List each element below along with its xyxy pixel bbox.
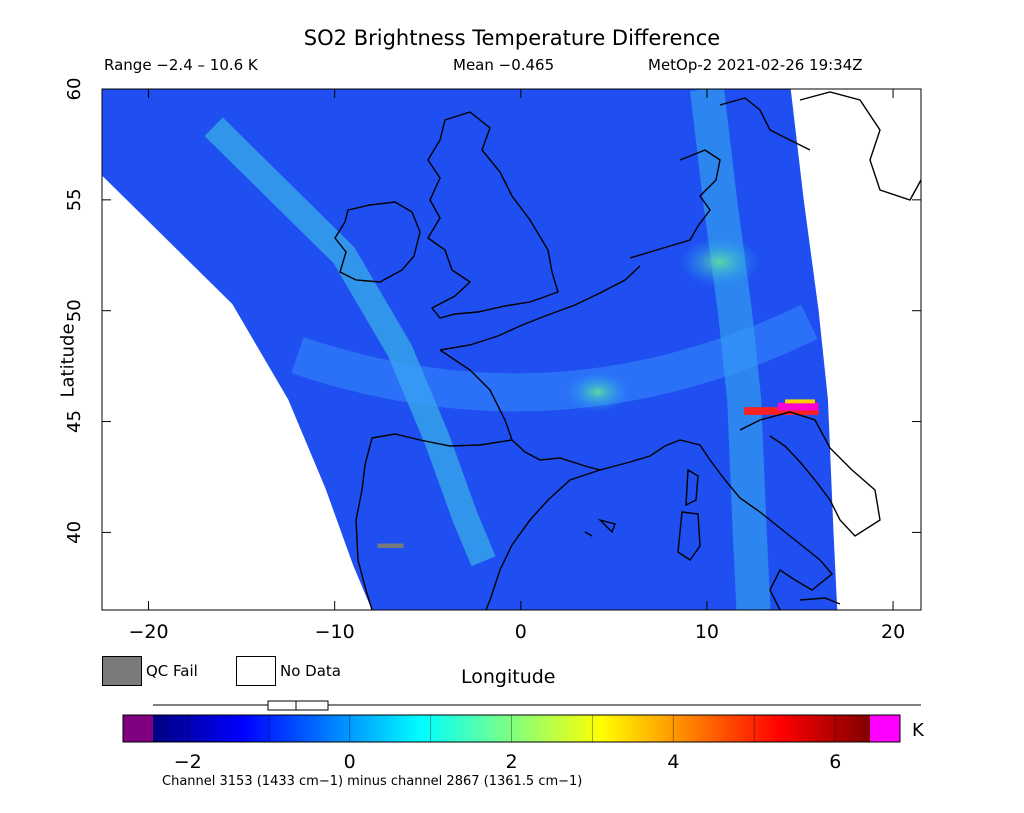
qc-fail-pixels — [377, 543, 404, 548]
colorbar-tick-label: −2 — [174, 751, 202, 773]
y-axis-label: Latitude — [57, 323, 79, 398]
colorbar-tick-label: 4 — [667, 751, 679, 773]
coast-corsica-sardinia — [677, 468, 701, 561]
colorbar-under — [123, 715, 153, 742]
no-data-swatch — [236, 656, 276, 686]
high-sdf-band-red — [744, 407, 819, 415]
qc-fail-label: QC Fail — [146, 662, 198, 680]
mid-light-band — [291, 304, 818, 412]
france-hotspot — [566, 372, 630, 412]
colorbar-frame — [122, 714, 901, 743]
coast-italy-adriatic — [739, 411, 881, 537]
germany-hotspot — [680, 237, 760, 287]
x-tick-label: 0 — [515, 621, 527, 643]
x-tick-label: −10 — [315, 621, 355, 643]
data-swath — [102, 89, 838, 610]
y-tick-label: 40 — [64, 521, 85, 544]
colorbar-range-box — [267, 700, 329, 711]
x-tick-label: 10 — [695, 621, 719, 643]
coastlines — [334, 91, 921, 610]
coast-ireland — [334, 201, 421, 283]
colorbar-gradient-bar — [153, 715, 870, 742]
colorbar-tick-label: 0 — [344, 751, 356, 773]
colorbar-footnote: Channel 3153 (1433 cm−1) minus channel 2… — [162, 774, 583, 789]
colorbar-tick-label: 2 — [505, 751, 517, 773]
coast-great-britain — [427, 111, 559, 319]
east-cyan-streak — [690, 89, 771, 610]
x-tick-label: 20 — [881, 621, 905, 643]
chart-title: SO2 Brightness Temperature Difference — [303, 26, 721, 50]
west-cyan-streak — [204, 117, 496, 567]
y-tick-label: 45 — [64, 410, 85, 433]
colorbar-unit: K — [912, 720, 924, 741]
y-axis-ticks: 40 45 50 55 60 — [64, 78, 921, 544]
coast-denmark-norway — [629, 91, 921, 259]
no-data-label: No Data — [280, 662, 341, 680]
plot-frame — [101, 88, 922, 611]
high-sdf-band-yellow — [785, 399, 815, 404]
high-sdf-band-magenta — [777, 402, 819, 411]
range-readout: Range −2.4 – 10.6 K — [104, 56, 258, 74]
y-tick-label: 55 — [64, 188, 85, 211]
coast-france-iberia — [355, 265, 834, 610]
colorbar: −2 0 2 4 6 — [122, 700, 921, 773]
colorbar-tick-label: 6 — [829, 751, 841, 773]
x-axis-label: Longitude — [461, 666, 556, 688]
y-tick-label: 60 — [64, 78, 85, 101]
x-tick-label: −20 — [128, 621, 168, 643]
mean-readout: Mean −0.465 — [453, 56, 555, 74]
colorbar-over — [870, 715, 900, 742]
x-axis-ticks: −20 −10 0 10 20 — [128, 89, 905, 643]
y-tick-label: 50 — [64, 299, 85, 322]
satellite-timestamp: MetOp-2 2021-02-26 19:34Z — [648, 56, 863, 74]
coast-balearic-sicily — [584, 518, 841, 605]
qc-fail-swatch — [102, 656, 142, 686]
